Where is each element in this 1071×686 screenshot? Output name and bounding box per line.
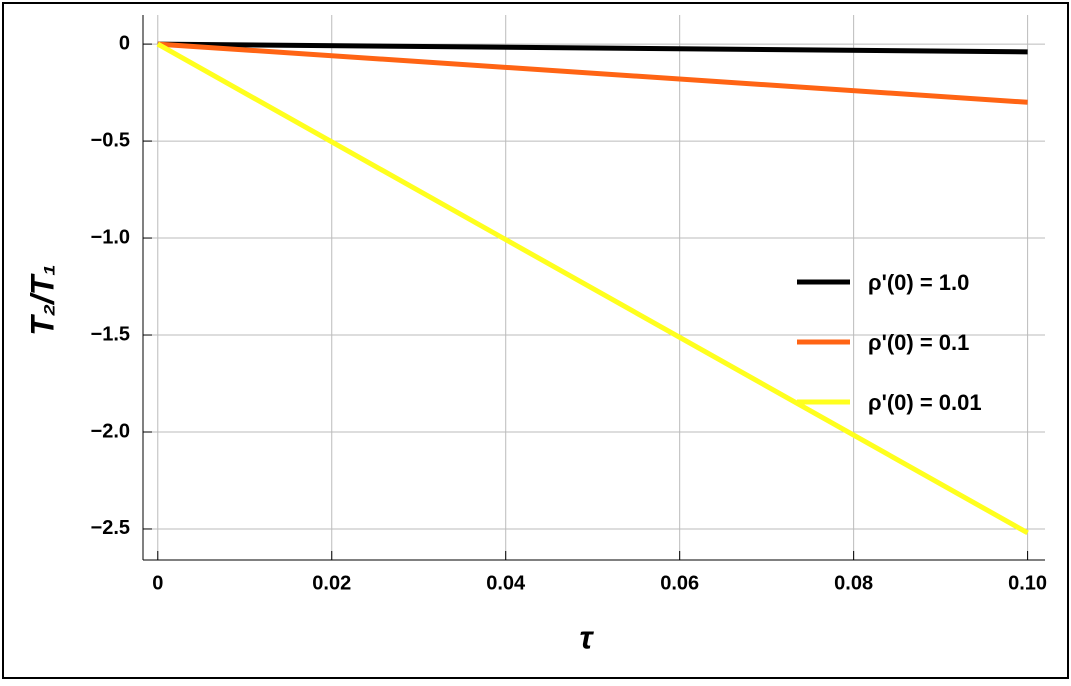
y-tick-label: −2.0 [91,420,130,442]
x-tick-label: 0 [152,572,163,594]
x-tick-label: 0.06 [660,572,699,594]
x-tick-label: 0.10 [1008,572,1047,594]
series-line [157,41,1028,105]
legend-label: ρ'(0) = 0.01 [868,390,982,415]
x-tick-label: 0.08 [834,572,873,594]
y-tick-label: −1.5 [91,323,130,345]
y-tick-label: −0.5 [91,129,130,151]
x-tick-label: 0.04 [486,572,526,594]
y-tick-label: 0 [119,32,130,54]
x-axis-label: τ [579,619,594,655]
y-tick-label: −2.5 [91,517,130,539]
y-axis-label: T₂/T₁ [24,264,60,335]
legend-label: ρ'(0) = 0.1 [868,330,969,355]
x-tick-label: 0.02 [312,572,351,594]
series-line [156,41,1029,536]
legend-label: ρ'(0) = 1.0 [868,270,969,295]
y-tick-label: −1.0 [91,226,130,248]
series-line [157,41,1028,55]
